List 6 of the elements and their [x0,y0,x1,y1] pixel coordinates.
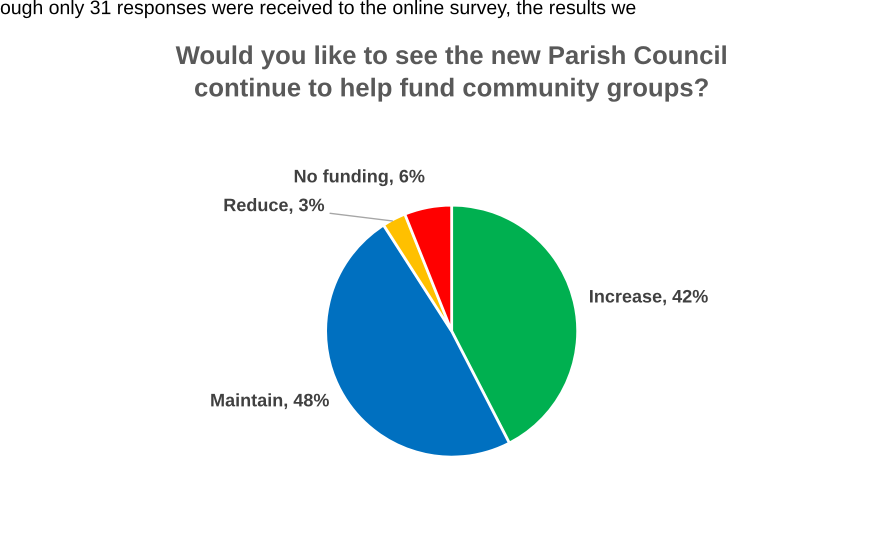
slice-label: Increase, 42% [590,290,708,306]
slice-label: Reduce, 3% [224,198,324,214]
chart-title: Would you like to see the new Parish Council continue to help fund community groups? [176,45,726,102]
slice-label: No funding, 6% [294,169,424,186]
slice-label: Maintain, 48% [211,393,329,410]
text: ough only 31 responses were received to the online survey, the results we [0,0,636,18]
